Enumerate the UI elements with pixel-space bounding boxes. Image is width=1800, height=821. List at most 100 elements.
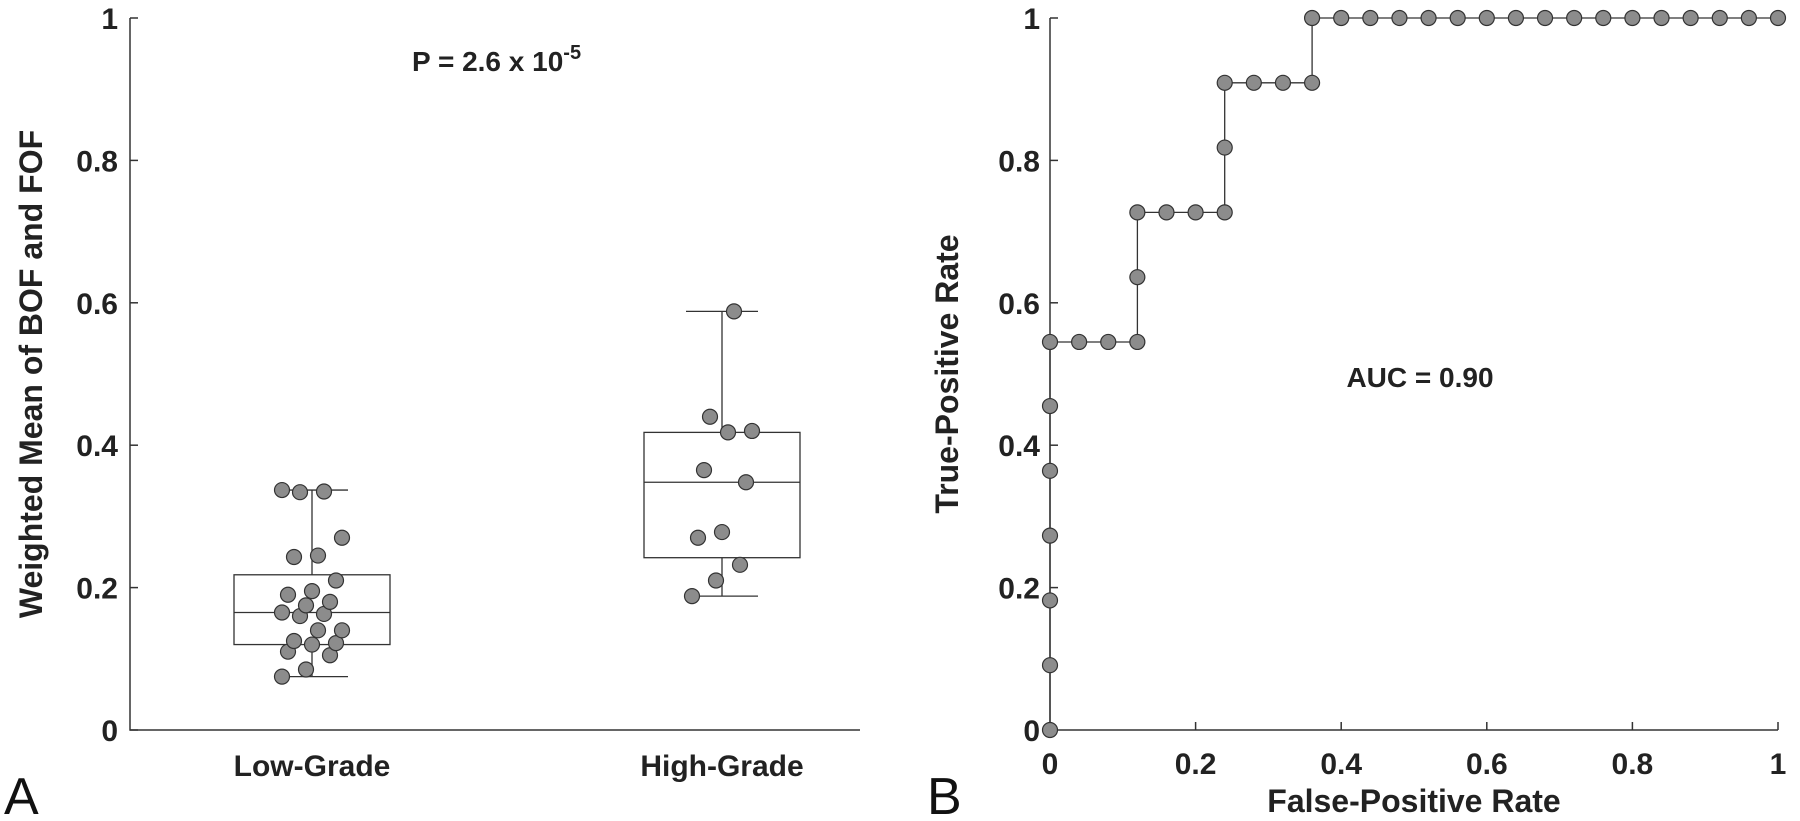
data-point (321, 593, 339, 610)
panel-b-y-ticks: 0 0.2 0.4 0.6 0.8 1 (998, 3, 1058, 748)
roc-point (1041, 333, 1059, 351)
x-tick-label: 1 (1770, 748, 1787, 781)
roc-point (1041, 592, 1059, 609)
panel-a-boxplot: 0 0.2 0.4 0.6 0.8 1 Low-Grade High-Grade Weigh… (4, 3, 860, 821)
data-point (303, 583, 321, 600)
roc-point (1303, 9, 1321, 27)
roc-point (1129, 333, 1146, 351)
roc-point (1071, 333, 1088, 351)
x-tick-label: 0 (1042, 748, 1059, 781)
panel-a-x-categories: Low-Grade High-Grade (234, 750, 804, 783)
panel-b-x-ticks: 0 0.2 0.4 0.6 0.8 1 (1042, 722, 1787, 781)
x-tick-label: 0.6 (1466, 748, 1508, 781)
y-tick-label: 0 (101, 715, 118, 748)
data-point (743, 422, 761, 440)
roc-point (1041, 657, 1059, 674)
data-point (297, 661, 315, 678)
panel-b-label: B (927, 768, 962, 821)
roc-point (1536, 9, 1554, 27)
panel-b-x-axis-label: False-Positive Rate (1267, 783, 1560, 819)
panel-b-roc: 0 0.2 0.4 0.6 0.8 1 0 0.2 0.4 0.6 0.8 1 True-Posit… (927, 3, 1786, 821)
y-tick-label: 1 (101, 3, 118, 36)
y-tick-label: 0.8 (76, 145, 118, 178)
data-point (303, 636, 321, 653)
data-point (725, 303, 743, 320)
data-point (737, 474, 755, 491)
x-tick-label: 0.2 (1175, 748, 1217, 781)
roc-point (1682, 9, 1699, 27)
auc-annotation: AUC = 0.90 (1346, 362, 1493, 393)
roc-point (1391, 9, 1408, 27)
y-tick-label: 0.6 (998, 288, 1040, 321)
data-point (291, 484, 309, 501)
data-point (333, 529, 351, 546)
data-point (279, 586, 297, 603)
data-point (297, 597, 315, 614)
data-point (707, 572, 725, 589)
roc-point (1624, 9, 1641, 27)
roc-point (1041, 462, 1059, 479)
roc-point (1507, 9, 1525, 27)
roc-point (1187, 204, 1204, 221)
roc-point (1041, 527, 1059, 544)
x-tick-label: 0.8 (1612, 748, 1654, 781)
roc-point (1769, 9, 1787, 27)
roc-point (1129, 204, 1146, 221)
roc-point (1449, 9, 1466, 27)
panel-a-points (273, 303, 761, 685)
data-point (689, 529, 707, 546)
p-value-annotation: P = 2.6 x 10-5 (412, 42, 581, 77)
roc-point (1333, 9, 1350, 27)
roc-point (1216, 139, 1233, 156)
roc-point (1566, 9, 1583, 27)
roc-point (1245, 74, 1262, 91)
x-category-label: High-Grade (640, 750, 803, 783)
panel-a-y-ticks: 0 0.2 0.4 0.6 0.8 1 (76, 3, 138, 748)
data-point (315, 483, 333, 500)
y-tick-label: 0.8 (998, 145, 1040, 178)
data-point (333, 622, 351, 639)
roc-point (1653, 9, 1670, 27)
y-tick-label: 0.4 (76, 430, 118, 463)
data-point (713, 523, 731, 541)
y-tick-label: 0.2 (76, 573, 118, 606)
roc-point (1303, 74, 1321, 91)
data-point (309, 622, 327, 639)
data-point (683, 588, 701, 605)
roc-point (1595, 9, 1612, 27)
p-value-text: P = 2.6 x 10 (412, 46, 563, 77)
data-point (309, 547, 327, 564)
roc-point (1216, 204, 1233, 221)
iqr-box (643, 431, 801, 559)
data-point (273, 604, 291, 621)
panel-a-y-axis-label: Weighted Mean of BOF and FOF (13, 130, 49, 618)
y-tick-label: 0 (1023, 715, 1040, 748)
data-point (731, 556, 749, 573)
data-point (719, 424, 737, 441)
roc-point (1478, 9, 1495, 27)
roc-point (1711, 9, 1728, 27)
roc-point (1740, 9, 1757, 27)
data-point (273, 481, 291, 499)
roc-point (1216, 74, 1233, 91)
roc-point (1129, 269, 1146, 286)
roc-point (1362, 9, 1379, 27)
roc-point (1041, 721, 1059, 739)
panel-a-label: A (4, 768, 39, 821)
data-point (695, 462, 713, 479)
data-point (273, 668, 291, 685)
roc-point (1041, 397, 1059, 415)
roc-point (1158, 204, 1175, 221)
data-point (701, 408, 719, 425)
y-tick-label: 0.2 (998, 573, 1040, 606)
y-tick-label: 1 (1023, 3, 1040, 36)
p-value-exponent: -5 (563, 42, 581, 64)
x-tick-label: 0.4 (1320, 748, 1362, 781)
x-category-label: Low-Grade (234, 750, 391, 783)
data-point (327, 572, 345, 589)
panel-b-points (1041, 9, 1787, 739)
data-point (285, 632, 303, 650)
panel-b-y-axis-label: True-Positive Rate (929, 234, 965, 513)
roc-point (1420, 9, 1437, 27)
roc-point (1274, 74, 1292, 91)
